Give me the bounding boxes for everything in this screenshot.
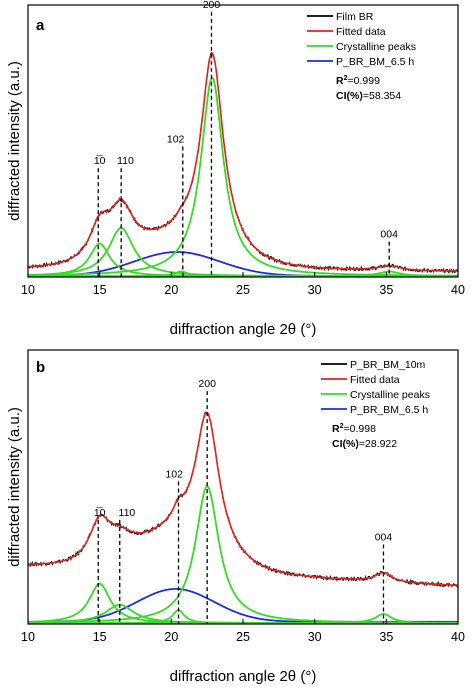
legend-label-amorphous: P_BR_BM_6.5 h	[336, 56, 414, 68]
legend: P_BR_BM_10m Fitted data Crystalline peak…	[321, 359, 430, 416]
x-tick-label: 40	[451, 630, 465, 644]
peak-label: 110	[119, 507, 136, 519]
peak-label: 102	[167, 133, 185, 145]
fitted-curve	[28, 411, 459, 587]
legend-label-crystalline: Crystalline peaks	[350, 389, 430, 401]
x-tick-label: 20	[164, 630, 178, 644]
y-axis-label: diffracted intensity (a.u.)	[6, 61, 23, 221]
panel-letter: a	[36, 17, 45, 34]
panel-letter: b	[36, 359, 45, 376]
x-tick-label: 20	[164, 283, 178, 297]
peak-label: 110	[117, 155, 134, 167]
crystalline-peak-curve	[28, 485, 458, 624]
x-axis-label: diffraction angle 2θ (°)	[170, 321, 317, 338]
legend-label-measured: P_BR_BM_10m	[350, 359, 426, 371]
r-squared: R2=0.999	[336, 75, 380, 87]
peak-label: 102	[165, 469, 183, 481]
legend-label-fit: Fitted data	[336, 26, 386, 38]
x-tick-label: 15	[93, 630, 107, 644]
x-tick-label: 30	[308, 283, 322, 297]
r-squared: R2=0.998	[332, 423, 376, 435]
x-tick-label: 10	[21, 630, 35, 644]
legend-label-crystalline: Crystalline peaks	[336, 41, 416, 53]
x-tick-label: 35	[379, 630, 393, 644]
x-ticks: 10 15 20 25 30 35 40	[21, 619, 465, 644]
fitted-curve	[28, 52, 458, 272]
x-tick-label: 40	[451, 283, 465, 297]
crystallinity-index: CI(%)=28.922	[332, 438, 397, 450]
peak-label: 1̅0	[94, 155, 106, 167]
x-tick-label: 25	[236, 630, 250, 644]
x-tick-label: 10	[21, 283, 35, 297]
x-axis-label: diffraction angle 2θ (°)	[170, 668, 317, 685]
legend-label-fit: Fitted data	[350, 374, 400, 386]
legend-label-amorphous: P_BR_BM_6.5 h	[350, 404, 428, 416]
crystallinity-index: CI(%)=58.354	[336, 90, 401, 102]
peak-label: 004	[380, 229, 398, 241]
legend-label-measured: Film BR	[336, 11, 374, 23]
x-tick-label: 25	[236, 283, 250, 297]
crystalline-peak-curve	[28, 76, 458, 277]
peak-label: 004	[375, 532, 393, 544]
peak-label: 200	[198, 378, 216, 390]
x-tick-label: 35	[379, 283, 393, 297]
panel-b: b 1̅0 110 102 200 004 10 15 20 25 30 35 40 diffrac…	[6, 349, 465, 685]
x-ticks: 10 15 20 25 30 35 40	[21, 272, 465, 297]
x-tick-label: 30	[308, 630, 322, 644]
x-tick-label: 15	[93, 283, 107, 297]
peak-label: 1̅0	[94, 507, 106, 519]
legend: Film BR Fitted data Crystalline peaks P_…	[307, 11, 416, 68]
y-axis-label: diffracted intensity (a.u.)	[6, 407, 23, 567]
